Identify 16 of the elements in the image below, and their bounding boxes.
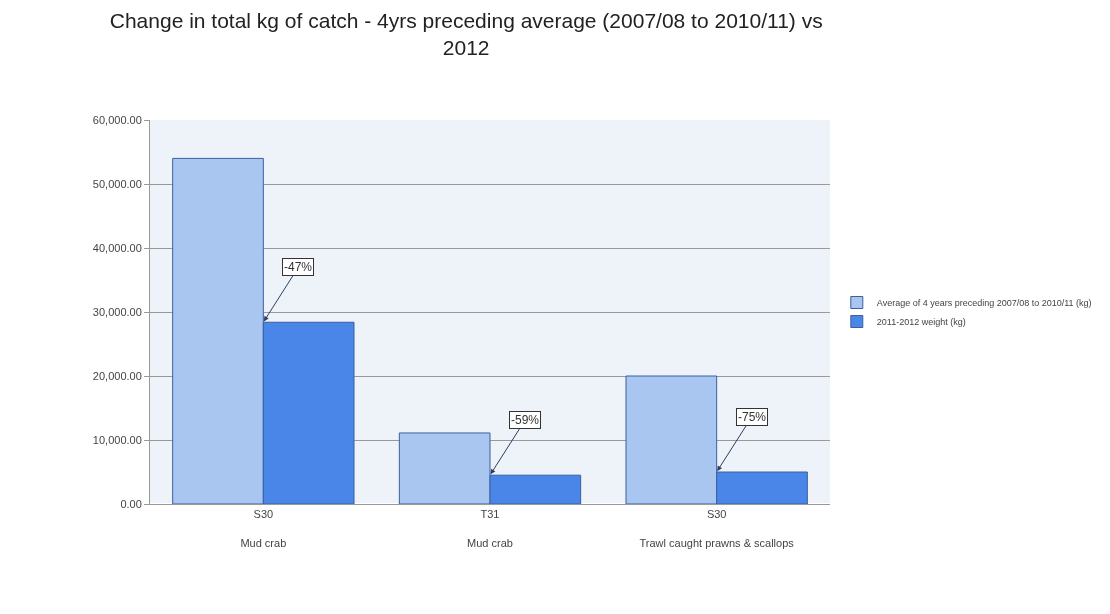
- chart-title: Change in total kg of catch - 4yrs preceding average (2007/08 to 2010/11) vs 2012: [109, 8, 823, 59]
- annotation: -59%: [511, 413, 540, 427]
- category-label: S30 Trawl caught prawns & scallops: [639, 508, 794, 549]
- annotation: -47%: [284, 260, 313, 274]
- y-tick-label: 10,000.00: [92, 433, 142, 446]
- legend-label: 2011-2012 weight (kg): [876, 317, 966, 328]
- y-tick-label: 20,000.00: [92, 369, 142, 382]
- y-tick-label: 60,000.00: [92, 113, 142, 126]
- y-tick-label: 30,000.00: [92, 305, 142, 318]
- legend-label: Average of 4 years preceding 2007/08 to 2010/11 (kg): [876, 298, 1092, 309]
- annotation: -75%: [738, 410, 767, 424]
- category-label: T31 Mud crab: [467, 508, 513, 549]
- y-tick-label: 40,000.00: [92, 241, 142, 254]
- category-label: S30 Mud crab: [240, 508, 287, 549]
- y-tick-label: 50,000.00: [92, 177, 142, 190]
- y-tick-label: 0.00: [120, 497, 142, 510]
